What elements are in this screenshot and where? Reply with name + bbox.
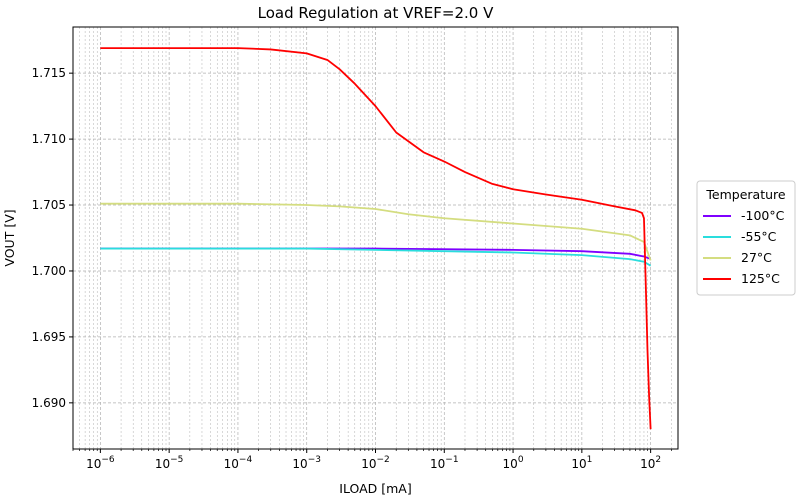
x-tick-label: 100: [503, 455, 524, 471]
legend-entry-label: 125°C: [741, 271, 780, 286]
series-layer: [100, 47, 652, 430]
y-tick-label: 1.715: [32, 66, 66, 80]
legend-entry-label: 27°C: [741, 250, 772, 265]
legend-title: Temperature: [705, 187, 785, 202]
x-tick-label: 101: [571, 455, 592, 471]
x-tick-label: 10−1: [430, 455, 459, 471]
x-tick-label: 10−6: [86, 455, 115, 471]
y-tick-label: 1.705: [32, 198, 66, 212]
y-tick-label: 1.690: [32, 396, 66, 410]
x-tick-label: 102: [640, 455, 661, 471]
legend-entries: -100°C -55°C 27°C 125°C: [703, 208, 785, 286]
x-tick-label: 10−3: [292, 455, 321, 471]
y-tick-label: 1.695: [32, 330, 66, 344]
x-axis-label: ILOAD [mA]: [339, 481, 411, 496]
y-tick-label: 1.710: [32, 132, 66, 146]
series-line: [100, 202, 652, 261]
y-axis-label: VOUT [V]: [2, 209, 17, 266]
x-tick-label: 10−5: [155, 455, 184, 471]
y-tick-label: 1.700: [32, 264, 66, 278]
ticks: 10−6 10−5 10−4 10−3 10−2 10−1 100 101 102 1.690 1.…: [32, 66, 672, 471]
legend-entry-label: -100°C: [741, 208, 785, 223]
chart-title: Load Regulation at VREF=2.0 V: [258, 4, 494, 22]
legend-entry-label: -55°C: [741, 229, 777, 244]
series-line: [100, 247, 652, 267]
series-line: [100, 47, 652, 430]
x-tick-label: 10−4: [224, 455, 253, 471]
legend: Temperature -100°C -55°C 27°C 125°C: [696, 180, 796, 296]
x-tick-label: 10−2: [361, 455, 390, 471]
grid-major: [73, 27, 678, 449]
legend-box: [696, 180, 796, 296]
